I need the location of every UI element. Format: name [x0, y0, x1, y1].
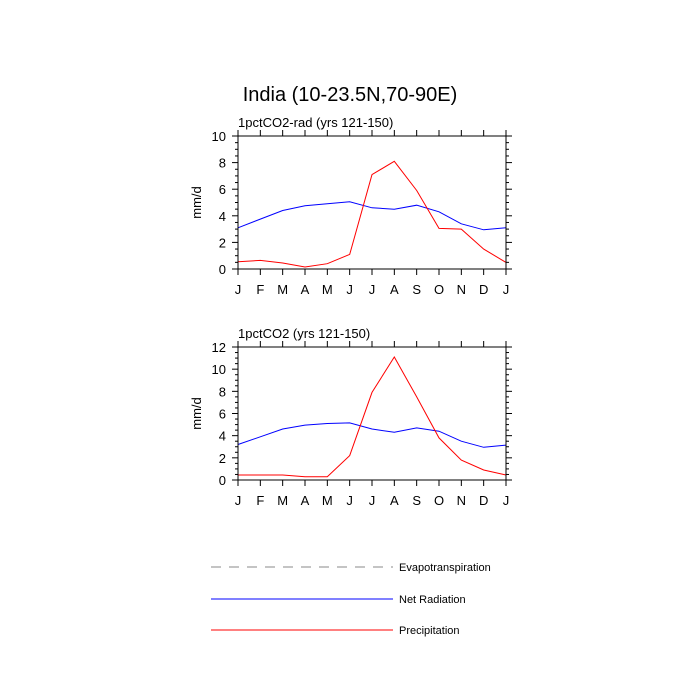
y-tick-label: 0 — [219, 473, 226, 488]
plot-frame — [237, 135, 507, 270]
panel-title: 1pctCO2 (yrs 121-150) — [238, 326, 370, 341]
x-tick-label: N — [457, 493, 466, 508]
legend-label: Precipitation — [399, 625, 460, 637]
y-tick-label: 10 — [212, 129, 226, 144]
y-tick-label: 10 — [212, 362, 226, 377]
y-tick-label: 12 — [212, 340, 226, 355]
x-tick-label: O — [434, 282, 444, 297]
series-line-precipitation — [237, 160, 507, 268]
y-tick-label: 6 — [219, 182, 226, 197]
x-tick-label: J — [503, 493, 510, 508]
x-tick-label: J — [369, 493, 376, 508]
y-tick-label: 8 — [219, 384, 226, 399]
x-tick-label: J — [235, 493, 242, 508]
y-tick-label: 4 — [219, 429, 226, 444]
x-tick-label: M — [322, 493, 333, 508]
x-tick-label: J — [369, 282, 376, 297]
series-line-net-radiation — [237, 422, 507, 448]
x-tick-label: J — [346, 282, 353, 297]
y-axis-label: mm/d — [189, 397, 204, 430]
x-tick-label: F — [256, 282, 264, 297]
series-line-precipitation — [238, 356, 507, 478]
x-tick-label: J — [346, 493, 353, 508]
y-tick-label: 2 — [219, 451, 226, 466]
x-tick-label: N — [457, 282, 466, 297]
y-tick-label: 4 — [219, 209, 226, 224]
main-title: India (10-23.5N,70-90E) — [243, 84, 458, 106]
y-tick-label: 2 — [219, 235, 226, 250]
x-tick-label: J — [235, 282, 242, 297]
x-tick-label: F — [256, 493, 264, 508]
y-tick-label: 0 — [219, 262, 226, 277]
series-line-net-radiation — [237, 201, 507, 231]
x-tick-label: M — [322, 282, 333, 297]
plot-frame — [237, 346, 507, 481]
x-tick-label: S — [412, 493, 421, 508]
x-tick-label: M — [277, 282, 288, 297]
x-tick-label: A — [301, 282, 310, 297]
x-tick-label: D — [479, 282, 488, 297]
panel-title: 1pctCO2-rad (yrs 121-150) — [238, 115, 393, 130]
x-tick-label: A — [301, 493, 310, 508]
legend-label: Evapotranspiration — [399, 562, 491, 574]
y-tick-label: 8 — [219, 156, 226, 171]
y-axis-label: mm/d — [189, 186, 204, 219]
legend: Evapotranspiration Net Radiation Precipita… — [211, 562, 491, 637]
legend-label: Net Radiation — [399, 594, 466, 606]
x-tick-label: J — [503, 282, 510, 297]
x-tick-label: D — [479, 493, 488, 508]
x-tick-label: A — [390, 493, 399, 508]
x-tick-label: M — [277, 493, 288, 508]
x-tick-label: A — [390, 282, 399, 297]
y-tick-label: 6 — [219, 407, 226, 422]
x-tick-label: O — [434, 493, 444, 508]
x-tick-label: S — [412, 282, 421, 297]
